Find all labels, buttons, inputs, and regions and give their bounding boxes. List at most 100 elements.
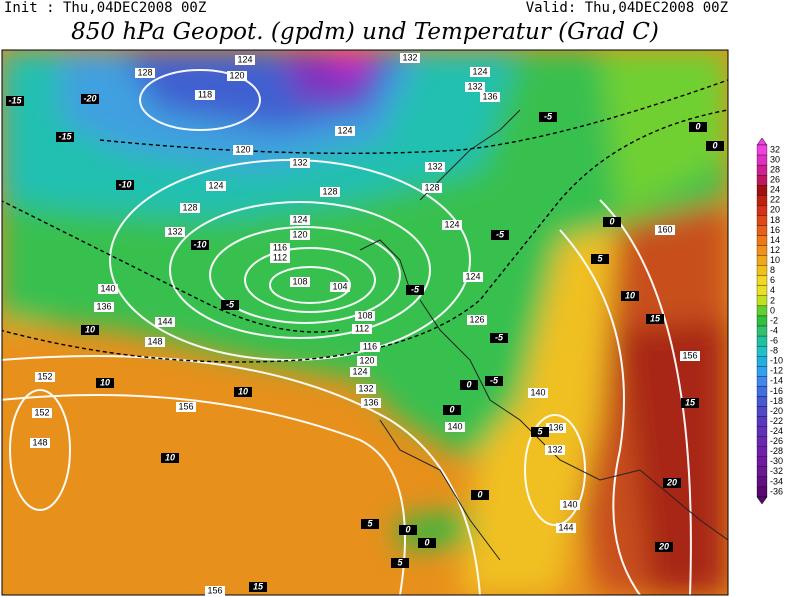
temperature-label: 0 (695, 121, 700, 131)
color-bar-swatch (756, 185, 768, 196)
color-bar-label: 26 (770, 175, 780, 185)
geopotential-label: 120 (229, 70, 244, 80)
temperature-label-box (221, 300, 239, 310)
color-bar-cap (756, 496, 768, 505)
geopotential-label: 128 (137, 67, 152, 77)
color-bar-swatch (756, 366, 768, 377)
color-bar-swatch (756, 476, 768, 488)
geopotential-label: 144 (558, 522, 573, 532)
geopotential-label: 140 (447, 421, 462, 431)
temperature-label-box (116, 180, 134, 190)
color-bar-swatch (756, 144, 768, 156)
temperature-label-box (689, 122, 707, 132)
geopotential-label-box (155, 317, 175, 327)
geopotential-label-box (350, 367, 370, 377)
geopotential-label: 132 (402, 52, 417, 62)
geopotential-label: 124 (337, 125, 352, 135)
temperature-label: 0 (424, 537, 429, 547)
color-bar-swatch (756, 416, 768, 427)
temperature-label: -5 (226, 299, 235, 309)
map-area (2, 50, 728, 595)
geopotential-label-box (94, 302, 114, 312)
color-bar-label: -26 (770, 436, 783, 446)
temperature-label: 5 (397, 557, 403, 567)
geopotential-label: 120 (235, 144, 250, 154)
geopotential-label: 124 (352, 366, 367, 376)
color-bar-label: 0 (770, 305, 775, 315)
geopotential-label-box (400, 53, 420, 63)
geopotential-label: 148 (32, 437, 47, 447)
color-bar-swatch (756, 376, 768, 387)
color-bar-label: -16 (770, 386, 783, 396)
temperature-label-box (418, 538, 436, 548)
temperature-label-box (531, 427, 549, 437)
color-bar-label: 4 (770, 285, 775, 295)
temperature-label: 20 (666, 477, 677, 487)
geopotential-label: 126 (469, 314, 484, 324)
geopotential-label: 132 (427, 161, 442, 171)
geopotential-label-box (290, 158, 310, 168)
geopotential-label-box (98, 284, 118, 294)
temperature-label: 15 (685, 397, 696, 407)
temperature-label: 0 (449, 404, 454, 414)
temperature-label-box (406, 285, 424, 295)
color-bar-label: -20 (770, 406, 783, 416)
geopotential-label: 156 (682, 350, 697, 360)
temperature-label: 15 (650, 313, 661, 323)
geopotential-label: 104 (332, 281, 347, 291)
temperature-label-box (603, 217, 621, 227)
geopotential-label: 148 (147, 336, 162, 346)
geopotential-label: 132 (292, 157, 307, 167)
geopotential-label: 156 (207, 585, 222, 595)
temperature-label: -5 (495, 332, 504, 342)
temperature-label: 15 (253, 581, 264, 591)
geopotential-label-box (545, 445, 565, 455)
geopotential-label: 124 (444, 219, 459, 229)
color-bar-label: -32 (770, 466, 783, 476)
geopotential-label-box (445, 422, 465, 432)
temperature-label-box (591, 254, 609, 264)
temperature-label: 10 (85, 324, 95, 334)
color-bar-label: -2 (770, 315, 778, 325)
temperature-label-box (191, 240, 209, 250)
temperature-label: -20 (83, 93, 96, 103)
temperature-label: 20 (658, 541, 669, 551)
geopotential-label: 132 (467, 81, 482, 91)
color-bar-label: 32 (770, 144, 780, 154)
temperature-label: -10 (193, 239, 206, 249)
temperature-label: 0 (466, 379, 471, 389)
geopotential-label-box (360, 342, 380, 352)
geopotential-label: 156 (178, 401, 193, 411)
temperature-label-box (471, 490, 489, 500)
geopotential-label: 112 (273, 252, 287, 262)
geopotential-label: 120 (292, 229, 307, 239)
color-bar-swatch (756, 335, 768, 347)
geopotential-label-box (330, 282, 350, 292)
geopotential-label-box (205, 586, 225, 596)
geopotential-label: 136 (363, 397, 378, 407)
geopotential-label: 124 (465, 271, 480, 281)
temperature-label-box (706, 141, 724, 151)
geopotential-label-box (320, 187, 340, 197)
geopotential-label: 140 (100, 283, 115, 293)
geopotential-label-box (290, 277, 310, 287)
temperature-label-box (490, 333, 508, 343)
temperature-label: 10 (165, 452, 175, 462)
temperature-label-box (621, 291, 639, 301)
temperature-label-box (56, 132, 74, 142)
geopotential-label: 108 (357, 310, 372, 320)
color-bar-swatch (756, 195, 768, 206)
temperature-label: 5 (367, 518, 373, 528)
geopotential-label-box (165, 227, 185, 237)
color-bar-label: -28 (770, 446, 783, 456)
color-bar-swatch (756, 315, 768, 327)
color-bar-label: 2 (770, 295, 775, 305)
color-bar-label: -22 (770, 416, 783, 426)
geopotential-label: 124 (237, 54, 252, 64)
geopotential-label: 152 (37, 371, 52, 381)
color-bar-swatch (756, 255, 768, 266)
geopotential-label-box (680, 351, 700, 361)
color-bar-swatch (756, 275, 768, 286)
color-bar-swatch (756, 466, 768, 478)
